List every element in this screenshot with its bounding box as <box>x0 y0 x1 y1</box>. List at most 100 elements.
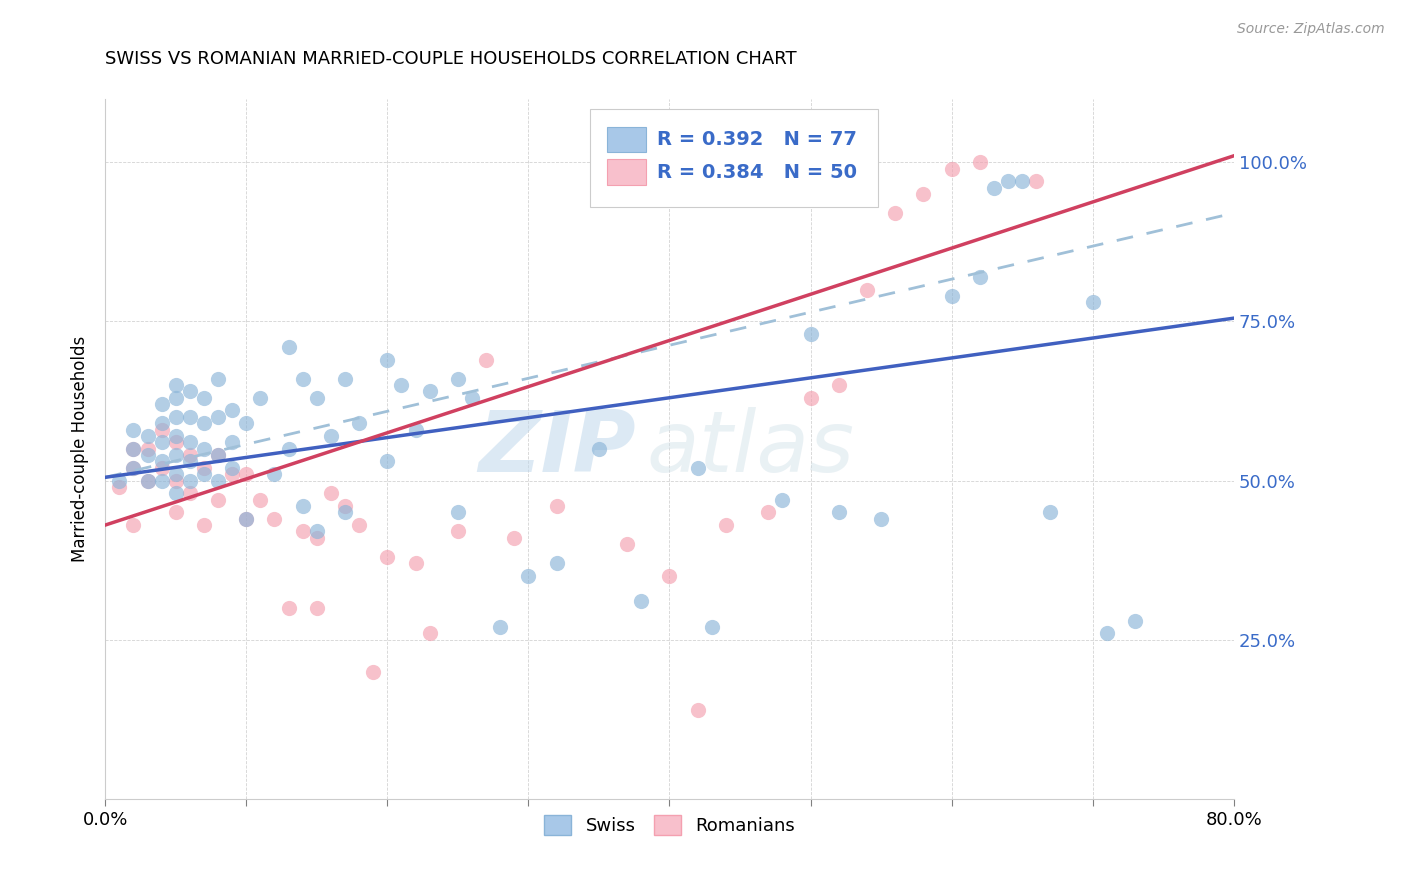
Point <box>108 474 131 488</box>
Point <box>305 600 328 615</box>
Point <box>546 556 568 570</box>
Point <box>377 352 399 367</box>
Point <box>136 442 159 456</box>
Point <box>150 416 173 430</box>
Point <box>770 492 793 507</box>
Point <box>447 524 470 539</box>
Point <box>870 512 893 526</box>
Point <box>221 467 243 482</box>
Point <box>686 460 709 475</box>
Point <box>546 499 568 513</box>
Point <box>277 600 299 615</box>
Point <box>391 378 413 392</box>
Point <box>941 161 963 176</box>
Point <box>165 429 187 443</box>
Point <box>150 454 173 468</box>
Point <box>800 391 823 405</box>
Point <box>447 371 470 385</box>
Point <box>377 549 399 564</box>
Point <box>630 594 652 608</box>
Point <box>179 384 201 399</box>
Point <box>207 492 229 507</box>
Point <box>122 460 145 475</box>
Point <box>165 505 187 519</box>
Point <box>305 524 328 539</box>
Point <box>305 391 328 405</box>
Text: SWISS VS ROMANIAN MARRIED-COUPLE HOUSEHOLDS CORRELATION CHART: SWISS VS ROMANIAN MARRIED-COUPLE HOUSEHO… <box>105 50 797 69</box>
Point <box>249 391 271 405</box>
Point <box>207 409 229 424</box>
Point <box>165 409 187 424</box>
Point <box>193 442 215 456</box>
Point <box>136 474 159 488</box>
Point <box>277 442 299 456</box>
Point <box>347 416 370 430</box>
Point <box>150 460 173 475</box>
Point <box>856 283 879 297</box>
Point <box>997 174 1019 188</box>
Point <box>122 442 145 456</box>
Point <box>800 327 823 342</box>
Point <box>419 384 441 399</box>
Legend: Swiss, Romanians: Swiss, Romanians <box>537 808 803 842</box>
Point <box>150 423 173 437</box>
Point <box>136 474 159 488</box>
Point <box>912 187 935 202</box>
Point <box>207 448 229 462</box>
Point <box>179 454 201 468</box>
Point <box>193 518 215 533</box>
Point <box>686 703 709 717</box>
Text: R = 0.384   N = 50: R = 0.384 N = 50 <box>657 162 858 182</box>
Point <box>122 460 145 475</box>
Point <box>714 518 737 533</box>
Point <box>165 435 187 450</box>
Point <box>333 371 356 385</box>
Y-axis label: Married-couple Households: Married-couple Households <box>72 335 89 562</box>
Point <box>405 556 427 570</box>
Point <box>333 505 356 519</box>
Point <box>333 499 356 513</box>
Point <box>347 518 370 533</box>
Point <box>291 499 314 513</box>
Point <box>165 391 187 405</box>
Point <box>1011 174 1033 188</box>
Point <box>588 442 610 456</box>
Point <box>700 620 723 634</box>
Point <box>319 429 342 443</box>
Point <box>1081 295 1104 310</box>
Point <box>179 474 201 488</box>
Point <box>517 569 540 583</box>
Point <box>235 416 257 430</box>
Point <box>616 537 638 551</box>
Point <box>179 435 201 450</box>
Point <box>263 467 285 482</box>
Point <box>165 448 187 462</box>
Point <box>461 391 484 405</box>
Point <box>165 486 187 500</box>
Point <box>277 340 299 354</box>
Point <box>828 505 851 519</box>
Point <box>756 505 779 519</box>
Point <box>1039 505 1062 519</box>
Point <box>165 467 187 482</box>
FancyBboxPatch shape <box>607 127 645 152</box>
Point <box>447 505 470 519</box>
Point <box>361 665 384 679</box>
Point <box>983 180 1005 194</box>
Point <box>150 474 173 488</box>
Point <box>150 435 173 450</box>
Point <box>193 467 215 482</box>
Point <box>108 480 131 494</box>
FancyBboxPatch shape <box>607 160 645 185</box>
Point <box>377 454 399 468</box>
Point <box>235 512 257 526</box>
Point <box>419 626 441 640</box>
Point <box>193 460 215 475</box>
Point <box>249 492 271 507</box>
Text: R = 0.392   N = 77: R = 0.392 N = 77 <box>657 129 856 149</box>
Text: atlas: atlas <box>647 407 855 491</box>
Point <box>1123 614 1146 628</box>
Point <box>136 429 159 443</box>
Point <box>193 416 215 430</box>
Point <box>207 371 229 385</box>
